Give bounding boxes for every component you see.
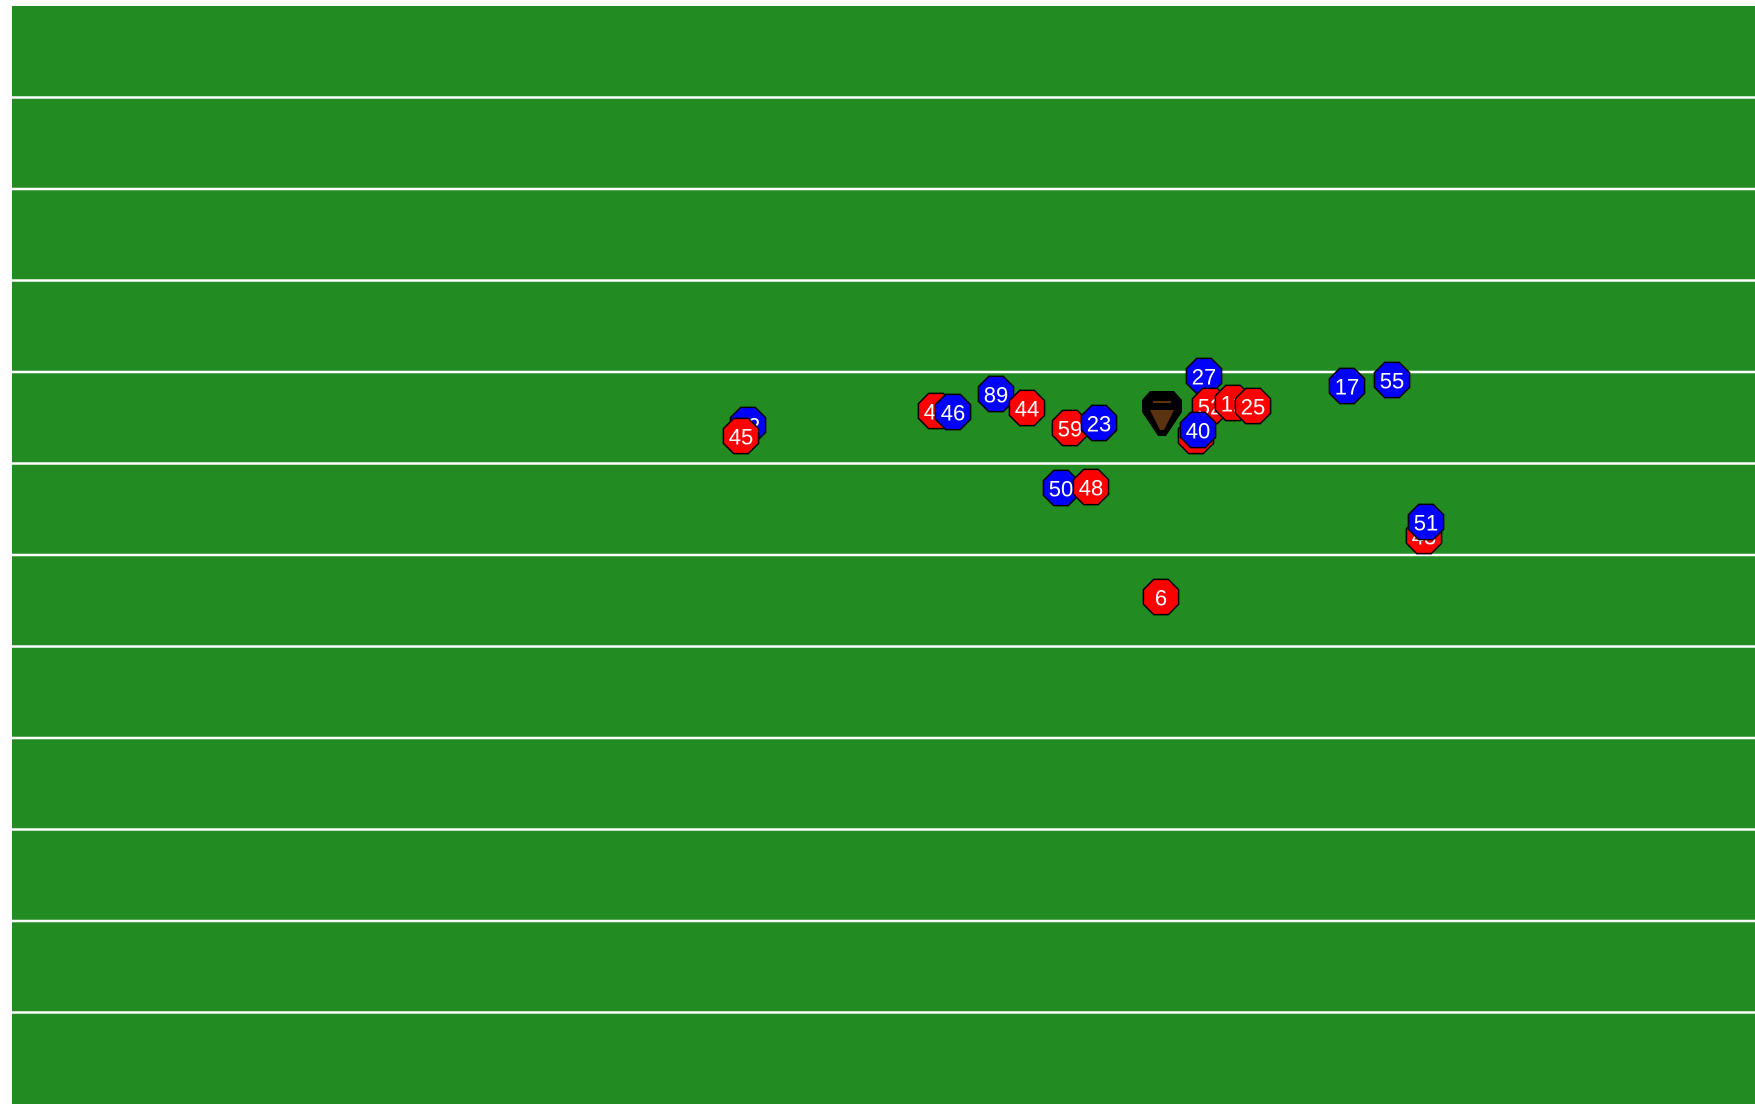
player-marker [977, 375, 1015, 413]
player-number: 55 [1380, 369, 1404, 394]
player-number: 6 [1155, 586, 1167, 611]
player-red-25: 25 [1234, 387, 1272, 425]
player-marker [1080, 404, 1118, 442]
player-marker [1234, 387, 1272, 425]
player-blue-46: 46 [934, 393, 972, 431]
player-number: 50 [1049, 477, 1073, 502]
player-blue-55: 55 [1373, 361, 1411, 399]
player-marker [1328, 367, 1366, 405]
player-number: 17 [1335, 375, 1359, 400]
player-blue-23: 23 [1080, 404, 1118, 442]
player-number: 44 [1015, 397, 1039, 422]
ball-layer [1142, 391, 1182, 436]
player-number: 23 [1087, 412, 1111, 437]
player-marker [1407, 503, 1445, 541]
player-marker [1072, 468, 1110, 506]
player-number: 45 [729, 425, 753, 450]
player-blue-17: 17 [1328, 367, 1366, 405]
player-number: 25 [1241, 395, 1265, 420]
player-number: 46 [941, 401, 965, 426]
player-marker [1008, 389, 1046, 427]
player-number: 27 [1192, 365, 1216, 390]
player-number: 51 [1414, 511, 1438, 536]
player-marker [1142, 578, 1180, 616]
player-blue-50: 50 [1042, 469, 1080, 507]
player-number: 40 [1186, 419, 1210, 444]
player-number: 48 [1079, 476, 1103, 501]
player-number: 89 [984, 383, 1008, 408]
player-marker [1179, 411, 1217, 449]
yard-lines [12, 96, 1755, 1014]
player-red-45: 45 [722, 417, 760, 455]
player-red-44: 44 [1008, 389, 1046, 427]
player-blue-51: 51 [1407, 503, 1445, 541]
player-red-6: 6 [1142, 578, 1180, 616]
player-blue-40: 40 [1179, 411, 1217, 449]
players-layer: 4245474689445923275212253240175550484351… [722, 357, 1445, 616]
player-marker [1373, 361, 1411, 399]
player-number: 59 [1058, 417, 1082, 442]
player-red-48: 48 [1072, 468, 1110, 506]
football-icon [1142, 391, 1182, 436]
player-marker [722, 417, 760, 455]
player-blue-89: 89 [977, 375, 1015, 413]
player-marker [934, 393, 972, 431]
